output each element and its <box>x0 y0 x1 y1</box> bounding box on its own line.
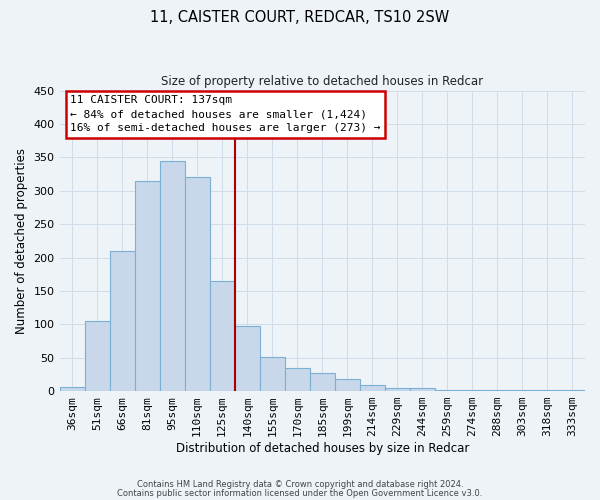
Bar <box>535 390 560 391</box>
Text: 11, CAISTER COURT, REDCAR, TS10 2SW: 11, CAISTER COURT, REDCAR, TS10 2SW <box>151 10 449 25</box>
Title: Size of property relative to detached houses in Redcar: Size of property relative to detached ho… <box>161 75 484 88</box>
Bar <box>435 390 460 391</box>
Bar <box>310 373 335 391</box>
Bar <box>185 178 209 391</box>
Bar <box>360 385 385 391</box>
Text: Contains HM Land Registry data © Crown copyright and database right 2024.: Contains HM Land Registry data © Crown c… <box>137 480 463 489</box>
X-axis label: Distribution of detached houses by size in Redcar: Distribution of detached houses by size … <box>176 442 469 455</box>
Y-axis label: Number of detached properties: Number of detached properties <box>15 148 28 334</box>
Bar <box>260 357 285 391</box>
Text: Contains public sector information licensed under the Open Government Licence v3: Contains public sector information licen… <box>118 488 482 498</box>
Bar <box>560 390 585 391</box>
Bar <box>285 368 310 391</box>
Bar <box>235 326 260 391</box>
Bar <box>160 160 185 391</box>
Bar <box>410 388 435 391</box>
Bar <box>85 321 110 391</box>
Bar <box>209 281 235 391</box>
Bar <box>460 390 485 391</box>
Bar <box>485 390 510 391</box>
Bar <box>59 387 85 391</box>
Text: 11 CAISTER COURT: 137sqm
← 84% of detached houses are smaller (1,424)
16% of sem: 11 CAISTER COURT: 137sqm ← 84% of detach… <box>70 95 380 133</box>
Bar <box>110 251 134 391</box>
Bar <box>385 388 410 391</box>
Bar <box>510 390 535 391</box>
Bar <box>134 180 160 391</box>
Bar <box>335 379 360 391</box>
